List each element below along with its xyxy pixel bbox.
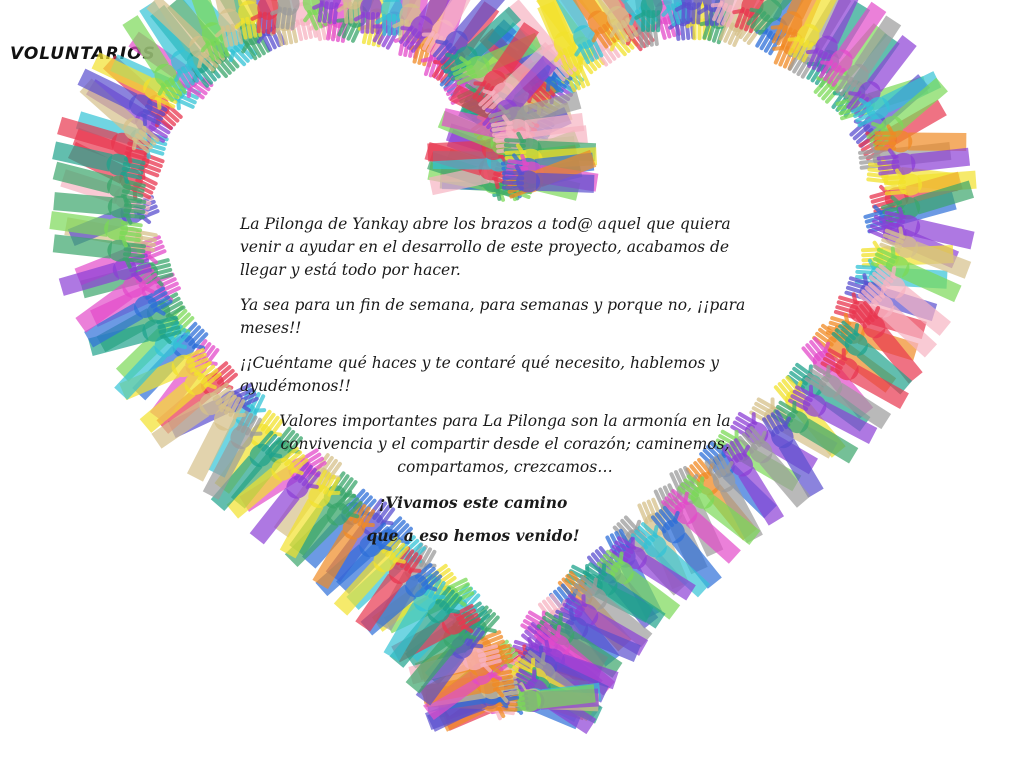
hand-icon	[879, 226, 972, 279]
hand-icon	[746, 0, 822, 36]
hand-icon	[501, 164, 595, 193]
paragraph-intro: La Pilonga de Yankay abre los brazos a t…	[240, 215, 731, 279]
hand-icon	[850, 71, 942, 128]
hand-icon	[874, 124, 967, 153]
hand-icon	[49, 211, 143, 248]
hand-icon	[226, 446, 309, 519]
hand-icon	[531, 0, 583, 71]
hand-icon	[151, 382, 238, 449]
hand-icon	[333, 536, 409, 616]
hand-icon	[79, 78, 160, 154]
hand-icon	[787, 0, 847, 63]
hand-icon	[710, 0, 743, 28]
message-text: La Pilonga de Yankay abre los brazos a t…	[240, 213, 770, 557]
hand-icon	[53, 192, 147, 225]
hand-icon	[721, 438, 785, 526]
hand-icon	[577, 0, 639, 45]
closing-line-1: ¡Vivamos este camino	[378, 493, 568, 512]
hand-icon	[122, 15, 187, 102]
hand-icon	[312, 0, 342, 25]
hand-icon	[596, 549, 681, 620]
hand-icon	[851, 301, 923, 384]
hand-icon	[831, 320, 913, 395]
hand-icon	[819, 1, 887, 87]
paragraph-duration: Ya sea para un fin de semana, para seman…	[240, 296, 746, 337]
hand-icon	[52, 141, 146, 184]
hand-icon	[77, 68, 168, 127]
hand-icon	[139, 1, 204, 89]
hand-icon	[869, 263, 951, 336]
hand-icon	[210, 430, 285, 512]
hand-icon	[677, 474, 761, 545]
hand-icon	[820, 348, 909, 410]
hand-icon	[762, 409, 824, 498]
hand-icon	[609, 536, 696, 601]
hand-icon	[355, 546, 423, 632]
hand-icon	[630, 522, 711, 598]
paragraph-invitation: ¡¡Cuéntame qué haces y te contaré qué ne…	[240, 354, 719, 395]
hand-icon	[634, 0, 663, 33]
hand-icon	[738, 426, 811, 508]
hand-icon	[270, 0, 300, 31]
hand-icon	[279, 469, 341, 559]
hand-icon	[546, 0, 604, 65]
hand-icon	[650, 505, 722, 589]
hand-icon	[835, 15, 902, 102]
hand-icon	[375, 0, 403, 36]
closing-line-2: que a eso hemos venido!	[366, 526, 580, 545]
hand-icon	[84, 286, 173, 348]
hand-icon	[770, 400, 859, 464]
hand-icon	[804, 364, 892, 430]
hand-icon	[182, 0, 230, 62]
hand-icon	[661, 488, 741, 564]
hand-icon	[88, 315, 182, 357]
paragraph-values: Valores importantes para La Pilonga son …	[279, 412, 731, 476]
hand-icon	[284, 490, 363, 567]
